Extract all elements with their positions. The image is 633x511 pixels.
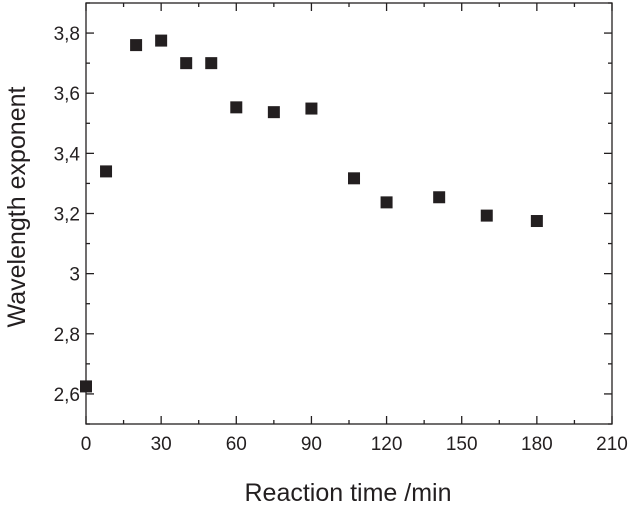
y-tick-label: 3,2 bbox=[54, 205, 80, 226]
data-point bbox=[130, 39, 143, 52]
data-points bbox=[80, 34, 543, 393]
y-tick-label: 3 bbox=[69, 265, 80, 286]
data-point bbox=[155, 34, 168, 47]
data-point bbox=[530, 215, 543, 228]
x-tick-label: 60 bbox=[226, 434, 247, 455]
data-point bbox=[180, 57, 193, 70]
y-tick-label: 3,6 bbox=[54, 84, 80, 105]
x-tick-label: 90 bbox=[301, 434, 322, 455]
x-tick-label: 180 bbox=[521, 434, 553, 455]
tick-labels: 0 30 60 90 120 150 180 210 2,6 2,8 3 3,2 3,4 3,6 3,8 bbox=[54, 24, 628, 455]
x-tick-label: 120 bbox=[371, 434, 403, 455]
x-tick-label: 210 bbox=[596, 434, 628, 455]
data-point bbox=[480, 209, 493, 222]
data-point bbox=[100, 165, 113, 178]
data-point bbox=[433, 191, 446, 204]
data-point bbox=[380, 196, 393, 209]
data-point bbox=[80, 380, 92, 393]
data-point bbox=[230, 101, 243, 114]
y-tick-label: 3,8 bbox=[54, 24, 80, 45]
x-tick-label: 30 bbox=[151, 434, 172, 455]
data-point bbox=[205, 57, 218, 70]
y-tick-label: 2,8 bbox=[54, 325, 80, 346]
data-point bbox=[305, 102, 318, 115]
x-tick-label: 0 bbox=[81, 434, 92, 455]
y-tick-label: 2,6 bbox=[54, 385, 80, 406]
plot-frame bbox=[85, 2, 613, 425]
y-tick-label: 3,4 bbox=[54, 144, 81, 165]
data-point bbox=[267, 106, 280, 119]
x-tick-label: 150 bbox=[446, 434, 478, 455]
plot-area bbox=[85, 2, 613, 425]
x-axis-title: Reaction time /min bbox=[244, 479, 451, 507]
y-axis-title: Wavelength exponent bbox=[3, 86, 31, 327]
data-point bbox=[348, 172, 361, 185]
axis-ticks bbox=[85, 2, 613, 425]
